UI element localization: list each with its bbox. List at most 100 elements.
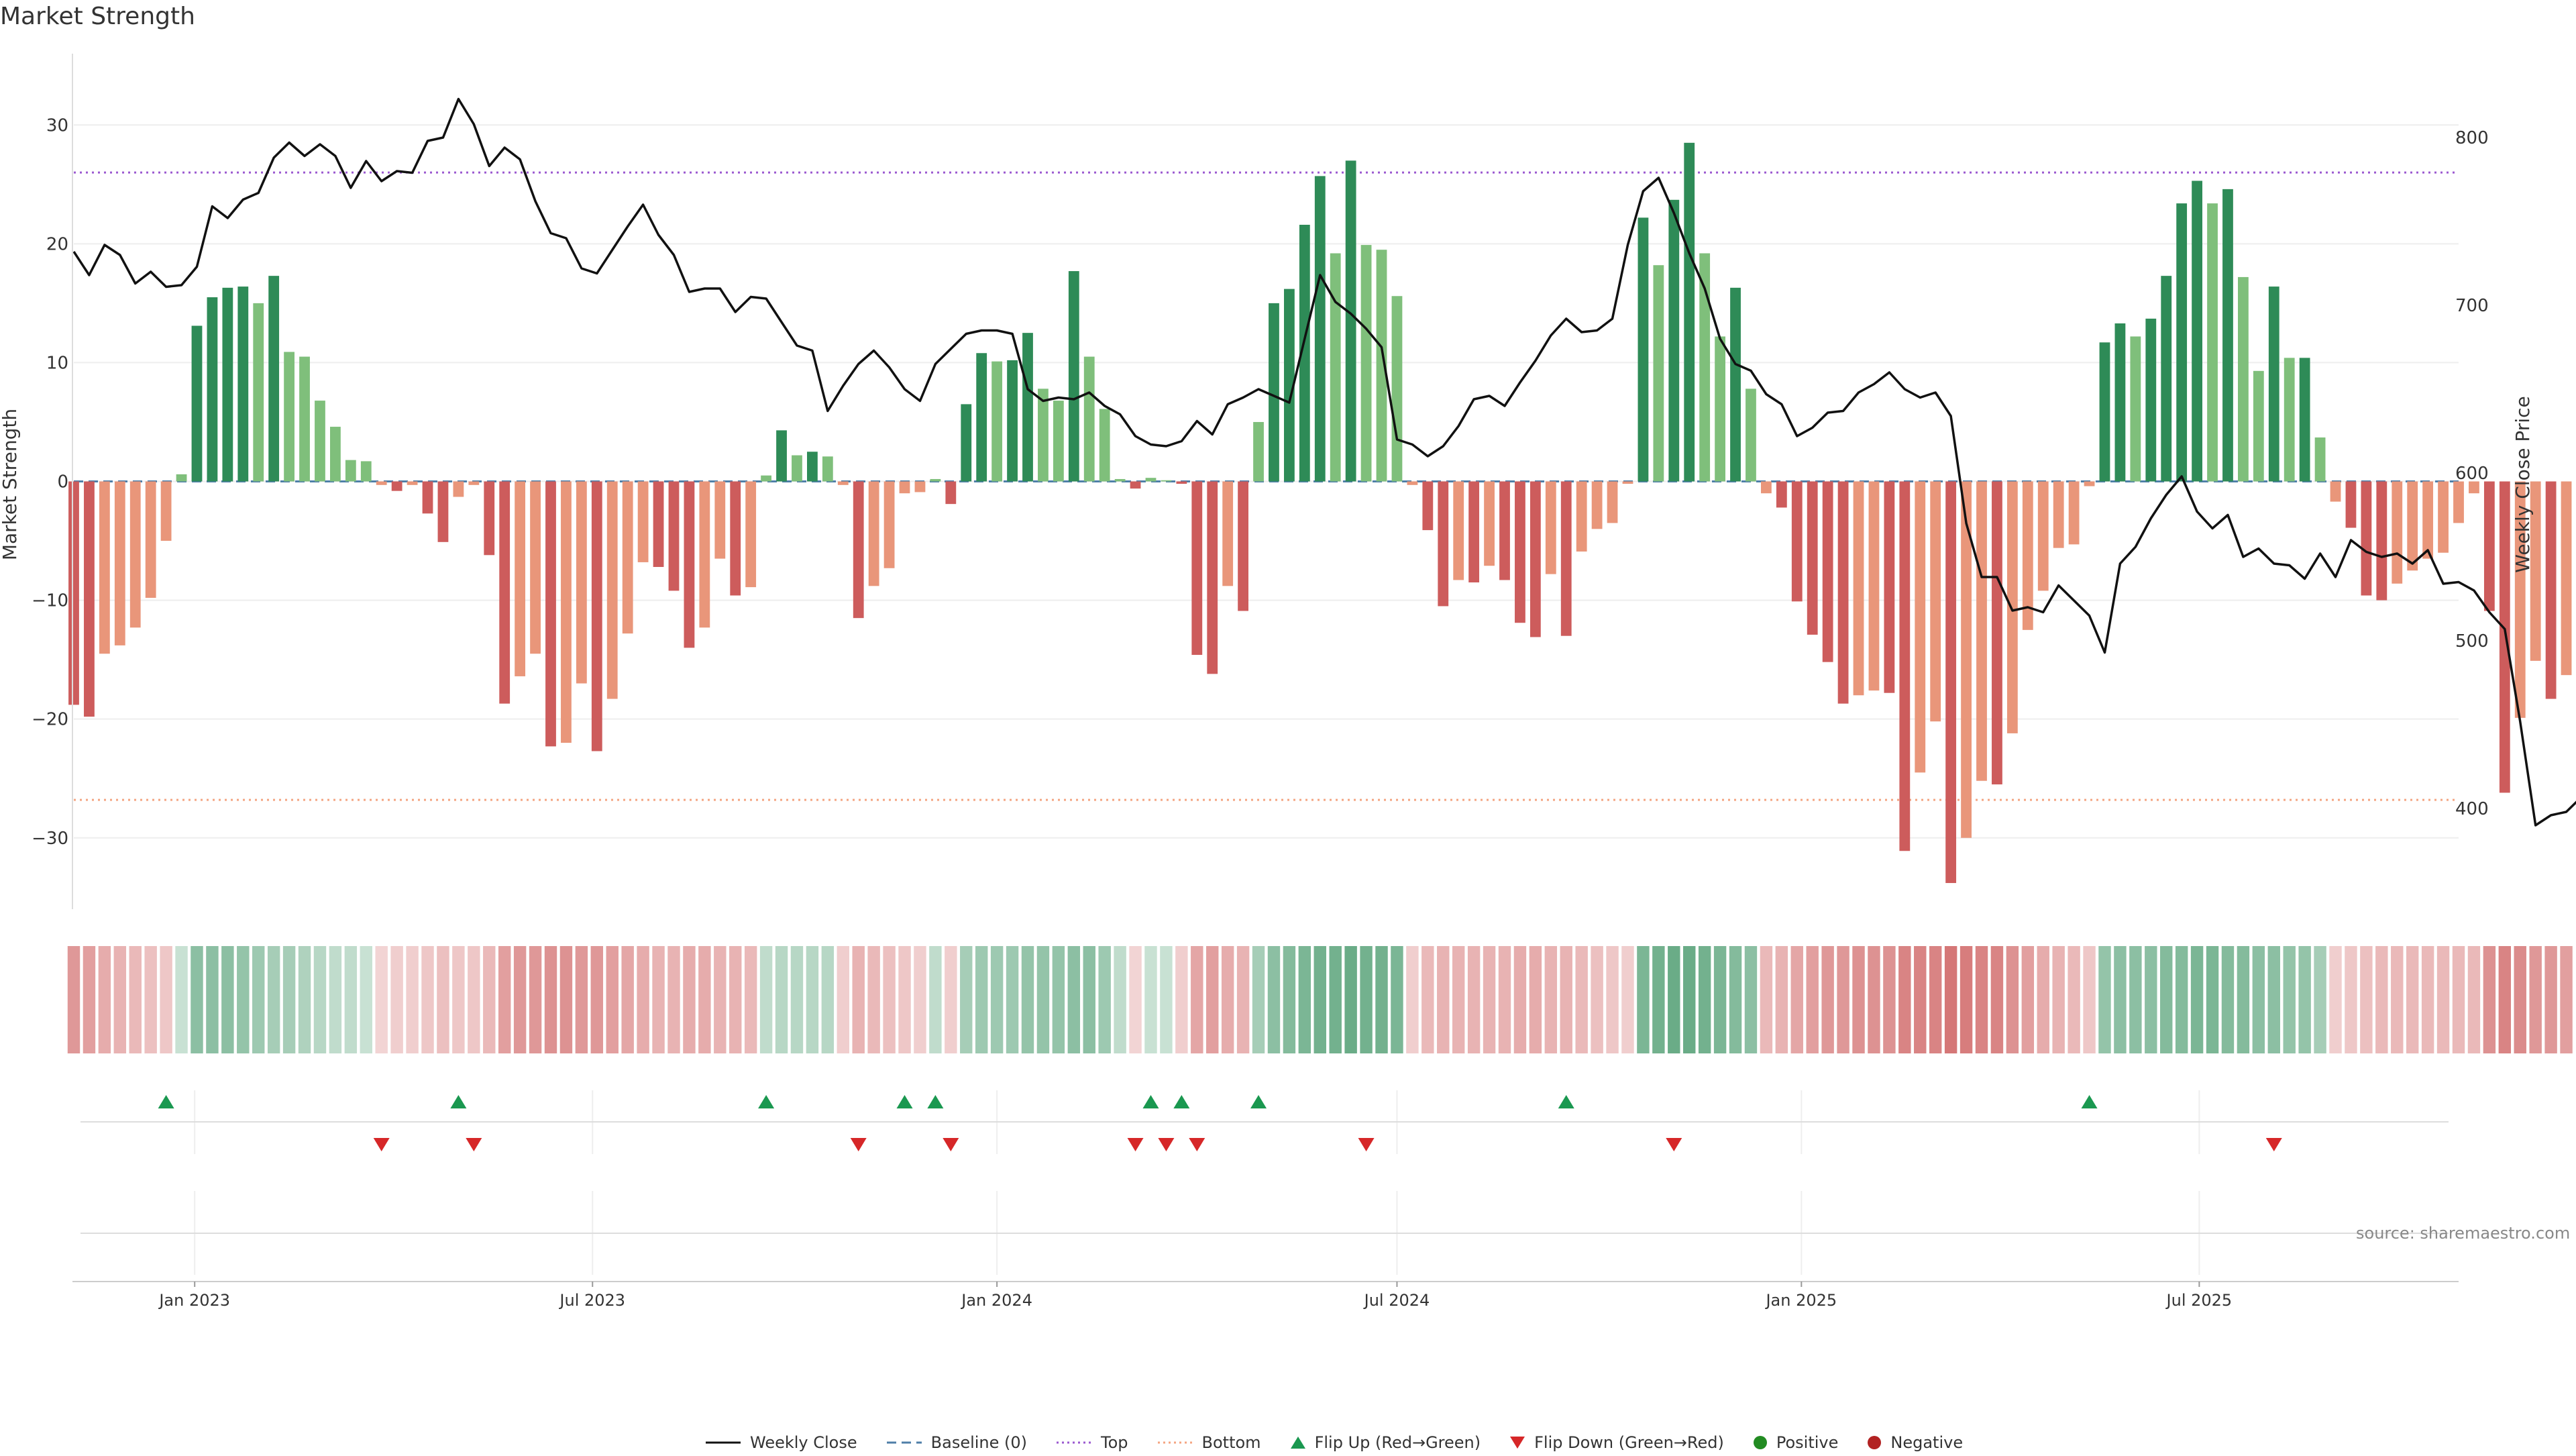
- flip-down-marker: [1189, 1138, 1205, 1151]
- heat-cell: [744, 946, 757, 1053]
- strength-bar: [2407, 481, 2418, 571]
- strength-bar: [1638, 217, 1649, 482]
- x-tick-label: Jul 2025: [2165, 1291, 2233, 1310]
- strength-bar: [315, 401, 325, 482]
- strength-bar: [2438, 481, 2449, 553]
- heat-cell: [2252, 946, 2265, 1053]
- strength-bar: [176, 474, 187, 482]
- heat-cell: [1652, 946, 1665, 1053]
- strength-bar: [1576, 481, 1587, 552]
- heat-cell: [1883, 946, 1896, 1053]
- strength-bar: [1915, 481, 1926, 773]
- heat-cell: [867, 946, 880, 1053]
- strength-bar: [376, 481, 387, 485]
- heat-cell: [2514, 946, 2526, 1053]
- heat-cell: [221, 946, 234, 1053]
- heat-cell: [2068, 946, 2080, 1053]
- dotted-line-icon: [1157, 1441, 1193, 1444]
- heat-cell: [2237, 946, 2250, 1053]
- strength-bar: [2284, 358, 2295, 482]
- heat-cell: [529, 946, 542, 1053]
- heat-cell: [898, 946, 911, 1053]
- heat-cell: [2314, 946, 2326, 1053]
- heat-cell: [237, 946, 250, 1053]
- heat-cell: [1129, 946, 1142, 1053]
- strength-bar: [499, 481, 511, 704]
- heat-cell: [175, 946, 188, 1053]
- legend-item-baseline: Baseline (0): [885, 1433, 1027, 1452]
- legend-item-flip-down: Flip Down (Green→Red): [1509, 1433, 1724, 1452]
- strength-bar: [991, 361, 1003, 482]
- y-tick-label: −30: [32, 829, 68, 849]
- strength-bar: [1422, 481, 1434, 531]
- strength-bar: [1345, 160, 1356, 482]
- heat-cell: [513, 946, 527, 1053]
- heat-cell: [837, 946, 849, 1053]
- heat-cell: [775, 946, 788, 1053]
- heat-cell: [421, 946, 434, 1053]
- y-tick-label: 10: [46, 353, 68, 373]
- legend-item-close: Weekly Close: [704, 1433, 857, 1452]
- price-line-layer: [72, 97, 2576, 827]
- heat-cell: [806, 946, 819, 1053]
- heat-cell: [375, 946, 388, 1053]
- strength-bar: [1853, 481, 1864, 696]
- strength-bar: [1068, 271, 1079, 482]
- strength-bar: [484, 481, 495, 556]
- legend-label: Flip Up (Red→Green): [1314, 1433, 1481, 1452]
- strength-bar: [883, 481, 895, 568]
- strength-bar: [191, 325, 203, 482]
- strength-bar: [2037, 481, 2049, 591]
- heat-cell: [1267, 946, 1281, 1053]
- heat-cell: [1529, 946, 1542, 1053]
- strength-bar: [1407, 481, 1418, 485]
- heat-cell: [1775, 946, 1788, 1053]
- heat-cell: [2083, 946, 2096, 1053]
- y-axis-label: Market Strength: [0, 409, 21, 560]
- axes: −30 −20 −10 0 10 20 30 400 500 600 700 800 Jan 2023 J…: [32, 54, 2489, 1310]
- strength-bar: [2561, 481, 2572, 676]
- strength-bar: [2161, 276, 2172, 482]
- strength-bar: [807, 452, 818, 482]
- strength-bars: [68, 142, 2572, 884]
- strength-bar: [222, 287, 233, 482]
- strength-bar: [453, 481, 464, 497]
- heat-cell: [329, 946, 342, 1053]
- heat-cell: [1175, 946, 1188, 1053]
- strength-bar: [1161, 480, 1172, 482]
- heat-cell: [990, 946, 1004, 1053]
- strength-bar: [976, 353, 987, 482]
- heat-cell: [1421, 946, 1434, 1053]
- heat-cell: [667, 946, 680, 1053]
- strength-bar: [1776, 481, 1787, 508]
- strength-bar: [2330, 481, 2341, 502]
- strength-bar: [945, 481, 957, 505]
- y2-tick-label: 700: [2455, 296, 2489, 316]
- chart-title: Market Strength: [0, 3, 195, 30]
- heat-cell: [1344, 946, 1357, 1053]
- strength-bar: [1684, 142, 1695, 482]
- strength-bar: [253, 303, 264, 482]
- legend-label: Flip Down (Green→Red): [1534, 1433, 1724, 1452]
- y-tick-label: 0: [57, 472, 68, 492]
- heat-cell: [1437, 946, 1450, 1053]
- heat-cell: [1083, 946, 1095, 1053]
- heat-cell: [2483, 946, 2496, 1053]
- strength-bar: [1468, 481, 1480, 583]
- strength-bar: [1438, 481, 1449, 607]
- strength-bar: [207, 297, 218, 482]
- heat-cell: [1806, 946, 1819, 1053]
- flip-up-marker: [1558, 1095, 1574, 1108]
- legend-item-bottom: Bottom: [1157, 1433, 1261, 1452]
- strength-bar: [1545, 481, 1556, 574]
- heat-cell: [1498, 946, 1511, 1053]
- heat-cell: [1960, 946, 1973, 1053]
- heat-cell: [1944, 946, 1957, 1053]
- strength-bar: [576, 481, 587, 684]
- heat-cell: [1560, 946, 1572, 1053]
- strength-bar: [914, 481, 926, 492]
- heat-cell: [1852, 946, 1865, 1053]
- heat-cell: [1621, 946, 1634, 1053]
- heat-cell: [2098, 946, 2111, 1053]
- strength-bar: [68, 481, 79, 705]
